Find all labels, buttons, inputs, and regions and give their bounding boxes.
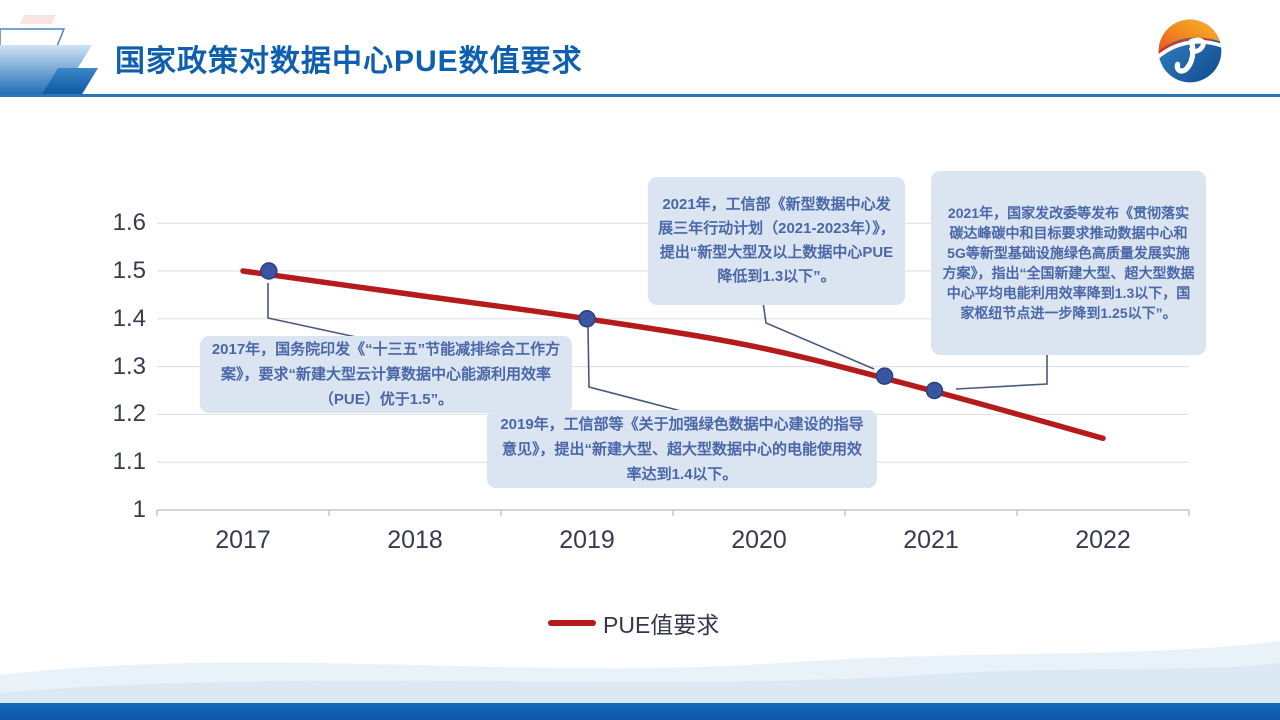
callout-leader-line <box>955 355 1048 390</box>
pue-requirement-line <box>240 268 1106 442</box>
logo-red-swoosh <box>1158 38 1212 57</box>
y-axis-label: 1.2 <box>112 400 146 428</box>
callout-leader-line <box>587 326 682 412</box>
x-axis-label: 2019 <box>559 526 615 554</box>
callout-policy-2017: 2017年，国务院印发《“十三五”节能减排综合工作方案》，要求“新建大型云计算数… <box>200 336 572 413</box>
y-axis-labels: 1 1.1 1.2 1.3 1.4 1.5 1.6 <box>76 0 146 720</box>
data-point-marker <box>875 367 894 385</box>
y-axis-label: 1.6 <box>112 209 146 237</box>
logo-letter-bowl <box>1188 37 1206 54</box>
company-logo-icon <box>1158 19 1222 83</box>
gradient-parallelogram-decor <box>0 45 92 95</box>
y-axis-label: 1.3 <box>112 352 146 380</box>
red-slash-decor <box>20 15 56 24</box>
chart-legend: PUE值要求 <box>548 606 719 640</box>
x-axis-label: 2017 <box>215 526 271 554</box>
page-title: 国家政策对数据中心PUE数值要求 <box>115 45 583 78</box>
x-axis-labels: 2017 2018 2019 2020 2021 2022 <box>0 526 1280 558</box>
footer-bar <box>0 703 1280 720</box>
callout-leader-line <box>762 301 875 370</box>
callout-policy-2021-miit: 2021年，工信部《新型数据中心发展三年行动计划（2021-2023年）》，提出… <box>648 177 905 305</box>
y-axis-label: 1.5 <box>112 257 146 284</box>
x-axis-label: 2018 <box>387 526 443 554</box>
y-axis-label: 1 <box>132 496 146 523</box>
legend-line-swatch <box>548 620 596 626</box>
y-axis-label: 1.4 <box>112 304 146 332</box>
footer-wave-decor <box>0 641 1280 703</box>
logo-white-swoosh <box>1158 39 1222 62</box>
callout-leader-line <box>267 283 357 338</box>
data-point-marker <box>925 381 944 400</box>
x-axis-label: 2022 <box>1075 526 1131 554</box>
x-axis-label: 2020 <box>731 526 787 554</box>
wave-dark <box>0 663 1280 703</box>
data-point-marker <box>578 310 596 328</box>
legend-label: PUE值要求 <box>603 612 720 638</box>
callout-policy-2021-ndrc: 2021年，国家发改委等发布《贯彻落实碳达峰碳中和目标要求推动数据中心和5G等新… <box>931 171 1206 355</box>
header-decoration <box>0 15 98 96</box>
x-axis-label: 2021 <box>903 526 959 554</box>
callout-policy-2019: 2019年，工信部等《关于加强绿色数据中心建设的指导意见》，提出“新建大型、超大… <box>487 410 877 488</box>
dark-parallelogram-decor <box>41 68 98 96</box>
y-axis-label: 1.1 <box>112 448 146 476</box>
data-point-marker <box>260 262 278 280</box>
title-underline <box>0 94 1280 97</box>
